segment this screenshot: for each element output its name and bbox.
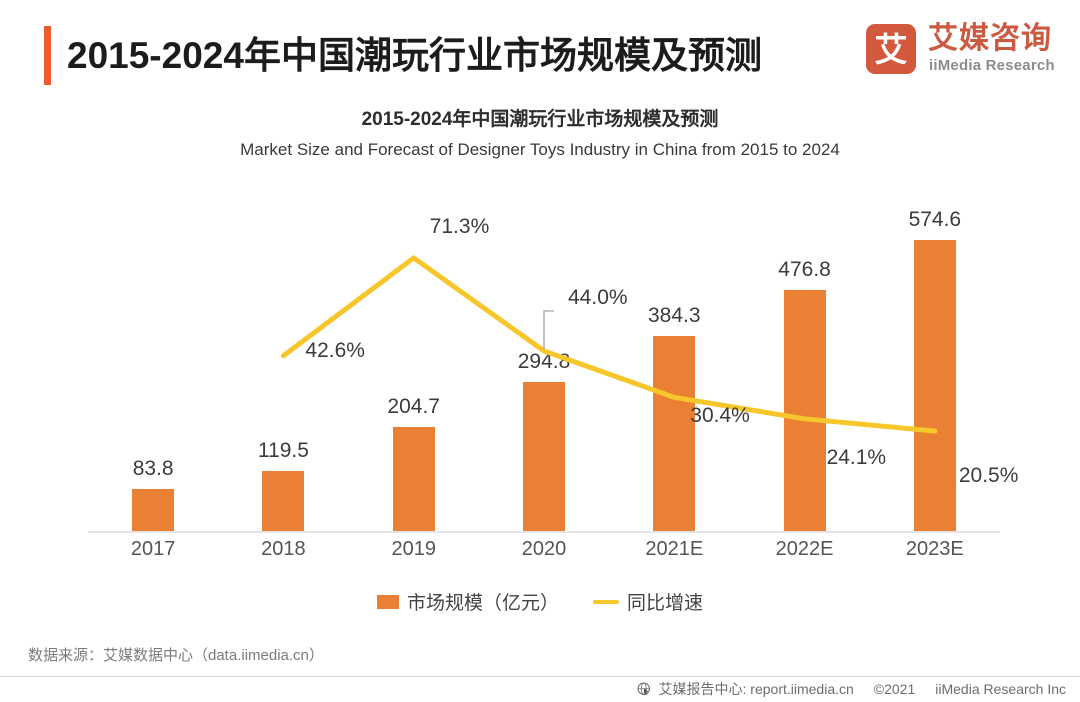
footer-report-center: 艾媒报告中心: report.iimedia.cn	[658, 681, 854, 697]
bar-value-label-2022E: 476.8	[778, 257, 831, 281]
chart-area: 83.8 2017 119.5 2018 204.7 2019 294.8 2020 384.3…	[0, 190, 1080, 590]
logo-name-cn: 艾媒咨询	[928, 22, 1052, 55]
page-title: 2015-2024年中国潮玩行业市场规模及预测	[67, 35, 762, 76]
bar-2021E[interactable]	[653, 336, 696, 531]
legend-label-market-size: 市场规模（亿元）	[406, 593, 559, 614]
growth-rate-line	[280, 255, 938, 434]
bar-value-label-2018: 119.5	[257, 438, 309, 462]
plot-region: 83.8 2017 119.5 2018 204.7 2019 294.8 2020 384.3…	[88, 190, 1018, 560]
legend-label-growth-rate: 同比增速	[627, 593, 704, 614]
bar-2018[interactable]	[262, 470, 305, 531]
bar-value-label-2019: 204.7	[387, 395, 440, 419]
bar-swatch-icon	[376, 594, 399, 609]
logo-name-en: iiMedia Research	[929, 57, 1055, 74]
growth-label-2020: 44.0%	[568, 285, 628, 309]
line-swatch-icon	[593, 599, 619, 604]
chart-legend: 市场规模（亿元） 同比增速	[0, 588, 1080, 615]
iimedia-logo: 艾 艾媒咨询 iiMedia Research	[866, 22, 1062, 78]
chart-subtitle-cn: 2015-2024年中国潮玩行业市场规模及预测	[361, 109, 719, 130]
chart-subtitle-en: Market Size and Forecast of Designer Toy…	[240, 140, 840, 159]
bar-2023E[interactable]	[913, 240, 956, 531]
growth-label-2021E: 30.4%	[690, 404, 750, 428]
bar-value-label-2023E: 574.6	[908, 208, 962, 232]
growth-label-2023E: 20.5%	[958, 464, 1019, 488]
x-axis-line	[88, 531, 1000, 533]
x-axis-label-2022E: 2022E	[775, 538, 834, 560]
x-axis-label-2018: 2018	[261, 538, 306, 560]
x-axis-label-2019: 2019	[391, 538, 436, 560]
page-header: 2015-2024年中国潮玩行业市场规模及预测 艾 艾媒咨询 iiMedia R…	[0, 0, 1080, 95]
footer-company: iiMedia Research Inc	[935, 681, 1066, 697]
legend-item-growth-rate[interactable]: 同比增速	[593, 588, 703, 615]
x-axis-label-2021E: 2021E	[645, 538, 704, 560]
bar-2017[interactable]	[132, 488, 175, 531]
bar-2022E[interactable]	[783, 289, 826, 531]
legend-item-market-size[interactable]: 市场规模（亿元）	[376, 588, 559, 615]
bar-2019[interactable]	[392, 427, 435, 531]
title-accent-bar	[44, 26, 51, 85]
x-axis-label-2017: 2017	[130, 538, 176, 560]
growth-label-2018: 42.6%	[305, 338, 365, 362]
growth-label-2022E: 24.1%	[826, 445, 887, 469]
x-axis-label-2020: 2020	[521, 538, 567, 560]
bar-value-label-2021E: 384.3	[648, 304, 701, 328]
x-axis-label-2023E: 2023E	[905, 538, 964, 560]
bar-2020[interactable]	[523, 381, 565, 531]
data-source-note: 数据来源：艾媒数据中心（data.iimedia.cn）	[28, 647, 324, 664]
footer-divider	[0, 676, 1080, 677]
growth-label-2019: 71.3%	[429, 214, 490, 238]
footer-copyright: ©2021	[873, 681, 916, 697]
page-footer: 艾媒报告中心: report.iimedia.cn ©2021 iiMedia …	[637, 679, 1066, 699]
bar-value-label-2017: 83.8	[132, 456, 174, 480]
globe-cursor-icon	[637, 682, 650, 695]
logo-mark-icon: 艾	[866, 24, 916, 74]
